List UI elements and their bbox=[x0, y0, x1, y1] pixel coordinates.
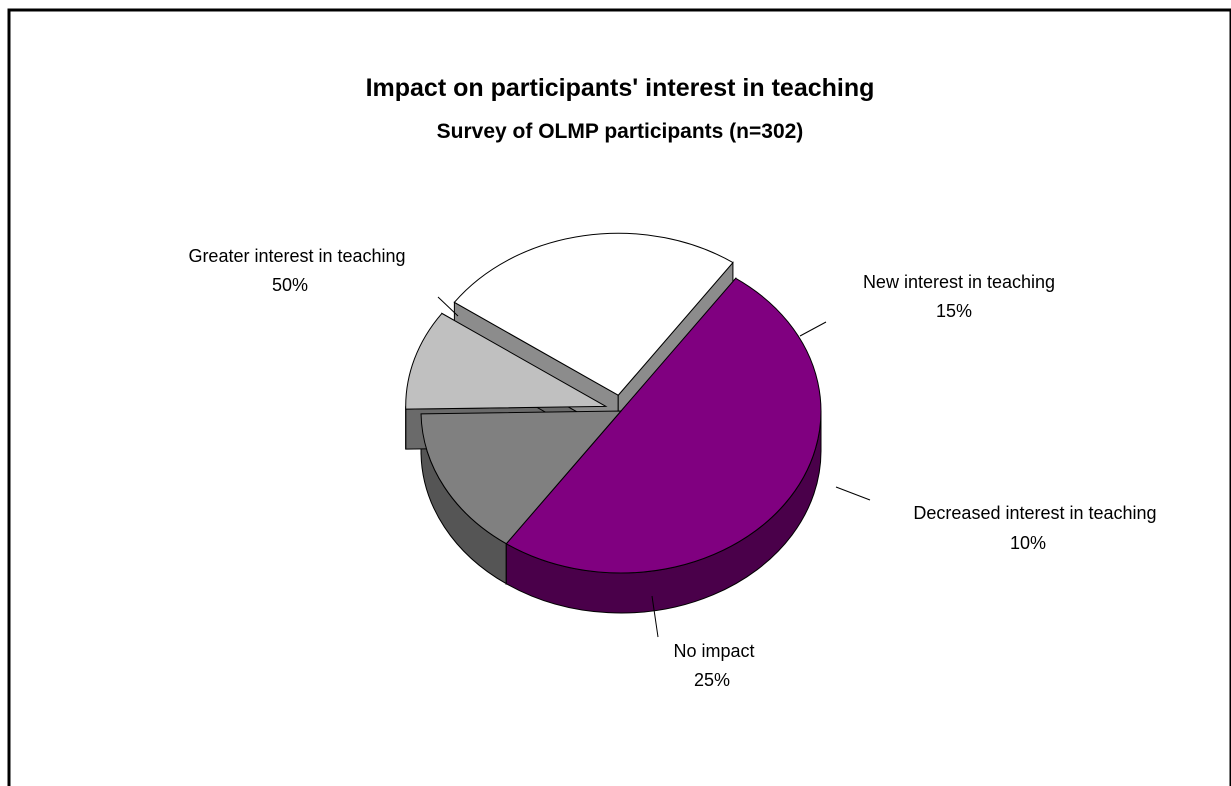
chart-subtitle: Survey of OLMP participants (n=302) bbox=[437, 120, 804, 143]
slice-label-new-name: New interest in teaching bbox=[863, 272, 1055, 292]
leader-line-decreased bbox=[835, 486, 871, 501]
chart-title: Impact on participants' interest in teac… bbox=[366, 74, 875, 102]
pie-slice-new bbox=[420, 410, 623, 545]
pie-slice-greater bbox=[505, 277, 822, 574]
pie-slice-decreased bbox=[405, 312, 608, 410]
slice-label-new-value: 15% bbox=[936, 301, 972, 321]
leader-line-noimpact bbox=[651, 595, 659, 638]
leader-line-new bbox=[799, 321, 827, 337]
pie-slice-noimpact bbox=[453, 232, 734, 396]
pie-group bbox=[405, 232, 822, 614]
slice-label-greater-name: Greater interest in teaching bbox=[188, 246, 405, 266]
slice-label-noimpact-name: No impact bbox=[673, 641, 754, 661]
slice-label-greater-value: 50% bbox=[272, 275, 308, 295]
slice-label-decreased-value: 10% bbox=[1010, 533, 1046, 553]
leader-line-greater bbox=[437, 296, 459, 317]
slice-label-noimpact-value: 25% bbox=[694, 670, 730, 690]
slice-label-decreased-name: Decreased interest in teaching bbox=[913, 503, 1156, 523]
